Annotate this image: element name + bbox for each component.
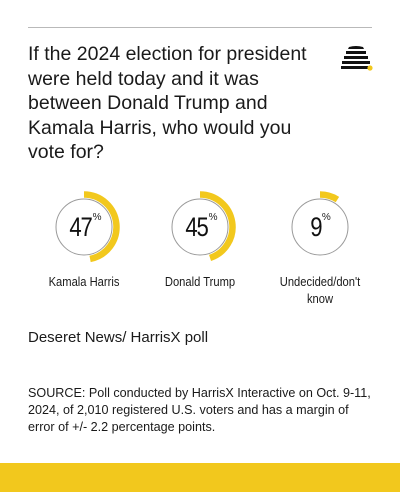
candidate-label-undecided: Undecided/don't know bbox=[279, 274, 361, 306]
gauge-arc-kamala-harris bbox=[83, 191, 120, 263]
gauge-value-kamala-harris: 47 bbox=[68, 211, 92, 242]
top-divider bbox=[28, 27, 372, 28]
gauge-kamala-harris: 47 % bbox=[48, 191, 120, 263]
percent-symbol: % bbox=[92, 212, 102, 223]
bottom-accent-bar bbox=[0, 463, 400, 492]
gauge-value-donald-trump: 45 bbox=[184, 211, 208, 242]
percent-symbol: % bbox=[321, 212, 331, 223]
source-name: Deseret News/ HarrisX poll bbox=[28, 329, 209, 346]
poll-question: If the 2024 election for president were … bbox=[28, 43, 307, 163]
beehive-logo-icon bbox=[341, 46, 373, 71]
percent-symbol: % bbox=[208, 212, 218, 223]
gauge-value-undecided: 9 bbox=[310, 211, 322, 242]
candidate-label-donald-trump: Donald Trump bbox=[164, 274, 236, 289]
gauge-undecided: 9 % bbox=[284, 191, 356, 263]
gauge-arc-undecided bbox=[319, 191, 340, 203]
candidate-label-kamala-harris: Kamala Harris bbox=[48, 274, 120, 289]
gauge-arc-donald-trump bbox=[199, 191, 236, 261]
source-footnote: SOURCE: Poll conducted by HarrisX Intera… bbox=[28, 386, 371, 434]
gauge-donald-trump: 45 % bbox=[164, 191, 236, 263]
